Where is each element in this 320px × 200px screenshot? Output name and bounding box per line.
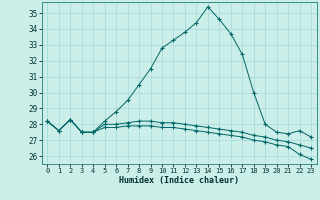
- X-axis label: Humidex (Indice chaleur): Humidex (Indice chaleur): [119, 176, 239, 185]
